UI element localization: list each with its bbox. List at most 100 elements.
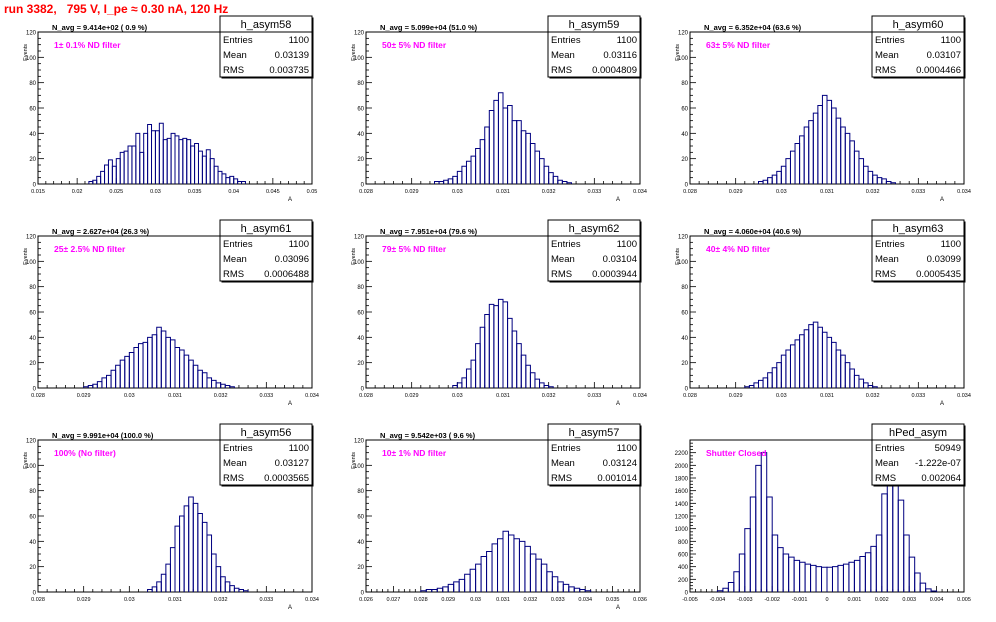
histogram-bin	[524, 545, 531, 592]
histogram-bin	[539, 382, 545, 388]
histogram-bin	[151, 130, 156, 184]
histogram-bin	[119, 151, 125, 184]
x-tick-label: 0.045	[266, 189, 280, 195]
x-tick-label: 0	[825, 597, 828, 603]
y-tick-label: 0	[361, 387, 365, 393]
histogram-bin	[475, 343, 481, 388]
x-tick-label: 0.028	[683, 393, 697, 399]
histogram-bin	[518, 540, 526, 592]
histogram-bin	[475, 563, 482, 592]
histogram-bin	[119, 359, 126, 388]
histogram-bin	[96, 381, 103, 388]
stats-value: 0.0003944	[592, 269, 637, 280]
stats-key: Entries	[875, 443, 905, 454]
histogram-bin	[876, 177, 883, 184]
x-tick-label: 0.026	[359, 597, 373, 603]
histogram-bin	[165, 563, 171, 592]
histogram-bin	[557, 581, 564, 592]
histogram-bin	[229, 386, 235, 388]
histogram-bin	[534, 150, 541, 184]
histogram-bin	[143, 132, 149, 184]
stats-value: 1100	[617, 443, 637, 454]
x-tick-label: 0.032	[542, 189, 556, 195]
y-tick-label: 0	[361, 591, 365, 597]
y-tick-label: 60	[29, 515, 36, 521]
x-tick-label: 0.029	[441, 597, 455, 603]
histogram-bin	[169, 339, 176, 388]
x-tick-label: 0.034	[633, 189, 647, 195]
histogram-bin	[456, 382, 463, 388]
histogram-bin	[908, 556, 916, 592]
histogram-bin	[753, 382, 759, 388]
histogram-bin	[892, 468, 899, 592]
stats-key: RMS	[551, 65, 572, 76]
histogram-bin	[799, 334, 805, 388]
stats-key: Mean	[223, 458, 247, 469]
histogram-bin	[817, 104, 823, 184]
histogram-bin	[789, 150, 796, 184]
y-tick-label: 40	[357, 540, 364, 546]
histogram-bin	[213, 165, 219, 184]
stats-value: 0.03127	[275, 458, 309, 469]
histogram-pad-h_asym61: 0 20 40 60 80 100 120 0.028 0.029 0.03 0.031 0.032 0…	[23, 219, 319, 407]
histogram-bin	[539, 158, 545, 184]
y-tick-label: 100	[26, 56, 37, 62]
y-tick-label: 80	[29, 285, 36, 291]
histogram-bin	[142, 341, 149, 388]
stats-value: 1100	[289, 239, 309, 250]
histogram-bin	[447, 583, 455, 592]
x-tick-label: 0.029	[729, 189, 743, 195]
y-tick-label: 60	[29, 311, 36, 317]
x-axis-label: A	[616, 197, 620, 203]
histogram-bin	[104, 164, 109, 184]
histogram-bin	[914, 572, 921, 592]
histogram-bin	[493, 305, 499, 388]
stats-key: RMS	[551, 269, 572, 280]
histogram-bin	[840, 354, 846, 388]
y-tick-label: 0	[33, 183, 37, 189]
histogram-bin	[817, 326, 823, 388]
stats-box-frame	[547, 15, 641, 78]
x-tick-label: 0.031	[168, 597, 182, 603]
histogram-bin	[762, 179, 769, 184]
x-tick-label: 0.005	[957, 597, 971, 603]
histogram-bin	[135, 132, 141, 184]
page-title: run 3382, 795 V, I_pe ≈ 0.30 nA, 120 Hz	[4, 2, 229, 16]
histogram-bin	[799, 561, 806, 592]
navg-label: N_avg = 9.414e+02 ( 0.9 %)	[52, 23, 148, 32]
stats-key: Entries	[223, 239, 253, 250]
histogram-bin	[194, 142, 199, 184]
x-tick-label: 0.004	[930, 597, 944, 603]
histogram-bin	[186, 139, 192, 184]
histogram-bin	[821, 331, 828, 388]
x-axis-label: A	[616, 605, 620, 611]
histogram-bin	[799, 135, 805, 184]
histogram-bin	[453, 581, 460, 592]
histogram-bin	[810, 564, 817, 592]
stats-value: 0.0003565	[264, 473, 309, 484]
histogram-bin	[803, 329, 810, 388]
histogram-bin	[484, 126, 490, 184]
histogram-bin	[188, 496, 194, 592]
x-tick-label: 0.031	[496, 597, 510, 603]
y-tick-label: 120	[678, 235, 689, 241]
y-tick-label: 40	[357, 132, 364, 138]
x-tick-label: 0.03	[452, 189, 463, 195]
filter-label: 40± 4% ND filter	[706, 244, 771, 254]
histogram-bin	[160, 330, 167, 388]
x-tick-label: -0.002	[764, 597, 780, 603]
x-tick-label: 0.033	[259, 597, 273, 603]
histogram-bin	[101, 377, 107, 388]
y-tick-label: 120	[26, 439, 37, 445]
histogram-bin	[776, 170, 782, 184]
stats-box: h_asym59 Entries 1100 Mean 0.03116 RMS 0.00048…	[547, 15, 642, 79]
histogram-bin	[233, 178, 239, 184]
y-tick-label: 80	[357, 285, 364, 291]
histogram-bin	[848, 561, 855, 592]
stats-value: 1100	[941, 239, 961, 250]
navg-label: N_avg = 5.099e+04 (51.0 %)	[380, 23, 478, 32]
x-tick-label: 0.028	[31, 393, 45, 399]
histogram-bin	[722, 587, 729, 592]
histogram-bin	[766, 496, 773, 592]
histogram-bin	[755, 464, 762, 592]
